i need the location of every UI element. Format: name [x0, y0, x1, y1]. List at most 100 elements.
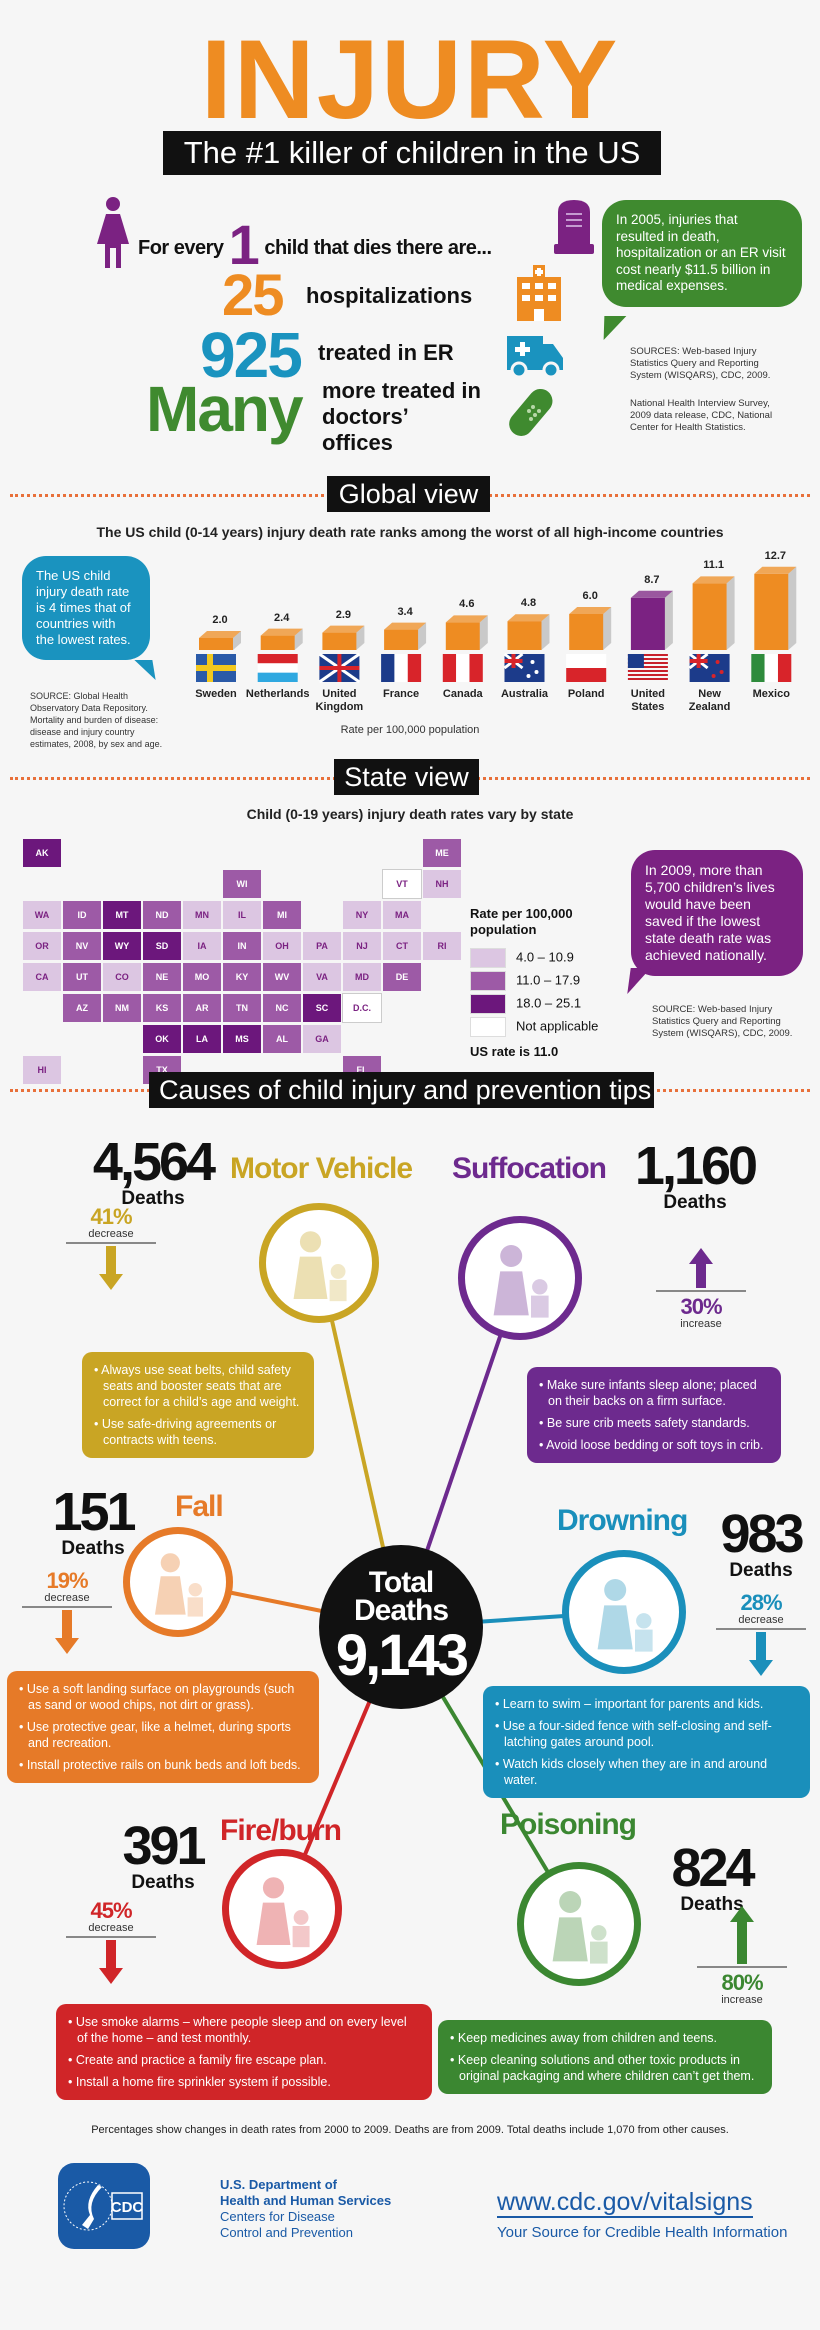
- state-dc.: D.C.: [342, 993, 382, 1023]
- bar-1: [260, 628, 303, 650]
- section-label-causes: Causes of child injury and prevention ti…: [149, 1072, 654, 1108]
- drowning-deaths-number: 983: [720, 1504, 804, 1564]
- state-ak: AK: [22, 838, 62, 868]
- hhs-line-2: Health and Human Services: [220, 2193, 392, 2208]
- arrow-down-icon: [749, 1632, 773, 1681]
- tip-item: Use a four-sided fence with self-closing…: [495, 1718, 798, 1750]
- state-pa: PA: [302, 931, 342, 961]
- legend-item: 11.0 – 17.9: [470, 971, 580, 991]
- poisoning-deaths-label: Deaths: [680, 1894, 744, 1915]
- hhs-line-1: U.S. Department of: [220, 2177, 338, 2192]
- state-sd: SD: [142, 931, 182, 961]
- infographic-subtitle: The #1 killer of children in the US: [163, 131, 661, 175]
- country-label: France: [383, 688, 420, 700]
- poisoning-deaths-number: 824: [671, 1838, 755, 1898]
- bar-0: [199, 631, 241, 650]
- tombstone-icon: [552, 198, 596, 259]
- pool-fence-illustration: [562, 1550, 686, 1674]
- country-label: United Kingdom: [315, 688, 364, 713]
- hospitalizations-number: 25: [222, 263, 284, 328]
- state-de: DE: [382, 962, 422, 992]
- flag-sweden-icon: [196, 654, 236, 682]
- footnote: Percentages show changes in death rates …: [91, 2124, 729, 2136]
- fall-deaths-number: 151: [52, 1482, 136, 1542]
- hhs-text: U.S. Department of Health and Human Serv…: [220, 2177, 391, 2241]
- state-ga: GA: [302, 1024, 342, 1054]
- motor-vehicle-tips-box: Always use seat belts, child safety seat…: [82, 1352, 314, 1458]
- state-ok: OK: [142, 1024, 182, 1054]
- bar-8: [692, 576, 735, 650]
- state-nh: NH: [422, 869, 462, 899]
- state-va: VA: [302, 962, 342, 992]
- arrow-down-icon: [55, 1610, 79, 1659]
- tip-item: Use safe-driving agreements or contracts…: [94, 1416, 302, 1448]
- tip-item: Keep medicines away from children and te…: [450, 2030, 760, 2046]
- legend-label: 18.0 – 25.1: [516, 995, 582, 1011]
- state-md: MD: [342, 962, 382, 992]
- country-label: Netherlands: [245, 688, 310, 700]
- tip-item: Avoid loose bedding or soft toys in crib…: [539, 1437, 769, 1453]
- vitalsigns-link[interactable]: www.cdc.gov/vitalsigns: [497, 2188, 753, 2218]
- state-mn: MN: [182, 900, 222, 930]
- state-mo: MO: [182, 962, 222, 992]
- fall-change-word: decrease: [44, 1592, 90, 1604]
- flag-mexico-icon: [751, 654, 792, 682]
- country-label: Australia: [500, 688, 549, 700]
- bar-value-label: 2.0: [212, 614, 228, 626]
- tip-item: Use a soft landing surface on playground…: [19, 1681, 307, 1713]
- fire-burn-tips-box: Use smoke alarms – where people sleep an…: [56, 2004, 432, 2100]
- state-nm: NM: [102, 993, 142, 1023]
- er-number: 925: [200, 319, 303, 391]
- legend-title: Rate per 100,000 population: [470, 906, 573, 937]
- state-tn: TN: [222, 993, 262, 1023]
- suffocation-deaths-number: 1,160: [634, 1136, 758, 1196]
- state-al: AL: [262, 1024, 302, 1054]
- hhs-eagle-icon: CDC: [63, 2181, 143, 2231]
- state-ks: KS: [142, 993, 182, 1023]
- flag-canada-icon: [442, 654, 483, 682]
- bar-value-label: 6.0: [582, 590, 598, 602]
- state-nd: ND: [142, 900, 182, 930]
- flag-united-kingdom-icon: [318, 652, 361, 684]
- bandage-icon: [505, 385, 561, 446]
- state-ct: CT: [382, 931, 422, 961]
- state-or: OR: [22, 931, 62, 961]
- cabinet-illustration: [517, 1862, 641, 1986]
- state-wa: WA: [22, 900, 62, 930]
- drowning-change-word: decrease: [738, 1614, 784, 1626]
- fire-burn-deaths-number: 391: [122, 1816, 206, 1876]
- car-seat-illustration: [259, 1203, 379, 1323]
- tip-item: Always use seat belts, child safety seat…: [94, 1362, 302, 1410]
- legend-swatch: [470, 994, 506, 1014]
- bar-value-label: 2.4: [274, 611, 290, 624]
- intro-line: For every 1 child that dies there are...: [138, 212, 492, 277]
- chart-xlabel: Rate per 100,000 population: [340, 724, 480, 736]
- state-mt: MT: [102, 900, 142, 930]
- er-label: treated in ER: [318, 340, 454, 365]
- stove-illustration: [222, 1849, 342, 1969]
- state-sc: SC: [302, 993, 342, 1023]
- bar-value-label: 4.6: [459, 598, 475, 611]
- hhs-cdc-logo[interactable]: CDC: [58, 2163, 150, 2249]
- flag-poland-icon: [566, 654, 607, 682]
- state-ne: NE: [142, 962, 182, 992]
- fall-title: Fall: [175, 1490, 224, 1523]
- global-source: SOURCE: Global Health Observatory Data R…: [30, 691, 163, 749]
- arrow-down-icon: [99, 1940, 123, 1989]
- fall-percent: 19%: [46, 1568, 88, 1593]
- motor-vehicle-deaths-label: Deaths: [121, 1188, 185, 1209]
- bar-value-label: 3.4: [397, 605, 413, 618]
- bar-2: [322, 625, 365, 650]
- suffocation-tips-box: Make sure infants sleep alone; placed on…: [527, 1367, 781, 1463]
- divider-line: [656, 1290, 746, 1292]
- bar-3: [384, 622, 427, 650]
- state-ma: MA: [382, 900, 422, 930]
- state-hi: HI: [22, 1055, 62, 1085]
- tip-item: Watch kids closely when they are in and …: [495, 1756, 798, 1788]
- state-wv: WV: [262, 962, 302, 992]
- poisoning-change-word: increase: [721, 1994, 763, 2006]
- state-wy: WY: [102, 931, 142, 961]
- state-vt: VT: [382, 869, 422, 899]
- tip-item: Use protective gear, like a helmet, duri…: [19, 1719, 307, 1751]
- hospital-icon: [515, 265, 563, 326]
